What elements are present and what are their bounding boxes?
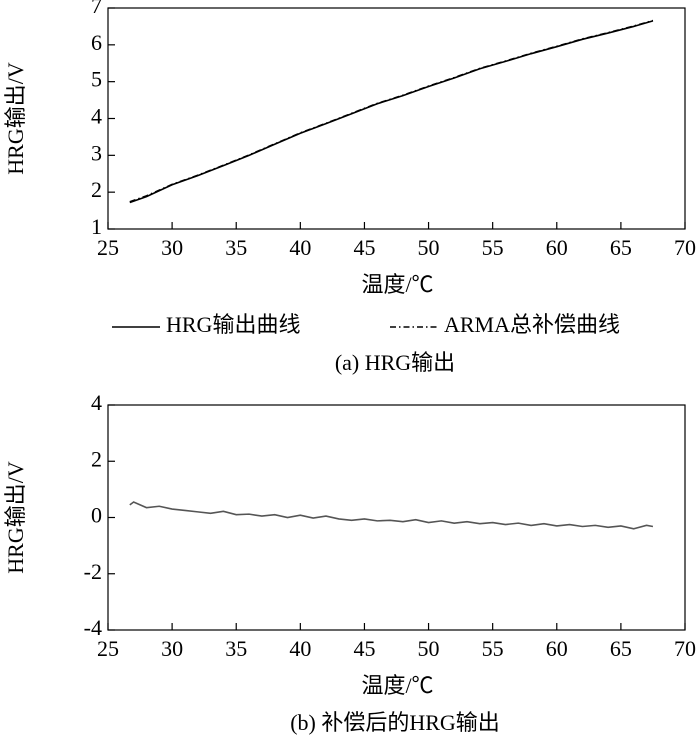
y-tick-label: -2: [84, 559, 102, 584]
x-tick-label: 55: [482, 235, 504, 260]
x-tick-label: 65: [610, 235, 632, 260]
x-tick-label: 35: [225, 636, 247, 661]
x-tick-label: 40: [289, 235, 311, 260]
x-axis-label: 温度/℃: [361, 673, 433, 698]
data-line: [129, 19, 654, 203]
legend-label: HRG输出曲线: [166, 312, 300, 337]
x-tick-label: 60: [546, 636, 568, 661]
caption: (b) 补偿后的HRG输出: [290, 710, 500, 735]
x-tick-label: 50: [418, 235, 440, 260]
x-tick-label: 45: [353, 235, 375, 260]
y-axis-label: HRG输出/V: [3, 62, 28, 175]
x-tick-label: 25: [97, 636, 119, 661]
y-tick-label: 4: [91, 390, 102, 415]
y-tick-label: 0: [91, 503, 102, 528]
x-tick-label: 65: [610, 636, 632, 661]
y-tick-label: 3: [91, 140, 102, 165]
x-tick-label: 60: [546, 235, 568, 260]
y-axis-label: HRG输出/V: [3, 461, 28, 574]
x-tick-label: 50: [418, 636, 440, 661]
x-tick-label: 40: [289, 636, 311, 661]
x-tick-label: 55: [482, 636, 504, 661]
y-tick-label: 2: [91, 177, 102, 202]
y-tick-label: 2: [91, 446, 102, 471]
y-tick-label: 6: [91, 30, 102, 55]
caption: (a) HRG输出: [335, 350, 455, 375]
x-tick-label: 35: [225, 235, 247, 260]
legend-label: ARMA总补偿曲线: [444, 312, 620, 337]
x-tick-label: 70: [674, 235, 696, 260]
x-tick-label: 30: [161, 636, 183, 661]
y-tick-label: 7: [91, 0, 102, 18]
x-tick-label: 30: [161, 235, 183, 260]
plot-frame: [107, 7, 686, 230]
y-tick-label: 1: [91, 214, 102, 239]
x-tick-label: 45: [353, 636, 375, 661]
y-tick-label: 4: [91, 104, 102, 129]
plot-frame: [107, 404, 686, 631]
x-axis-label: 温度/℃: [361, 272, 433, 297]
data-line: [129, 501, 654, 530]
x-tick-label: 70: [674, 636, 696, 661]
y-tick-label: 5: [91, 67, 102, 92]
x-tick-label: 25: [97, 235, 119, 260]
y-tick-label: -4: [84, 615, 102, 640]
data-line: [129, 20, 654, 204]
